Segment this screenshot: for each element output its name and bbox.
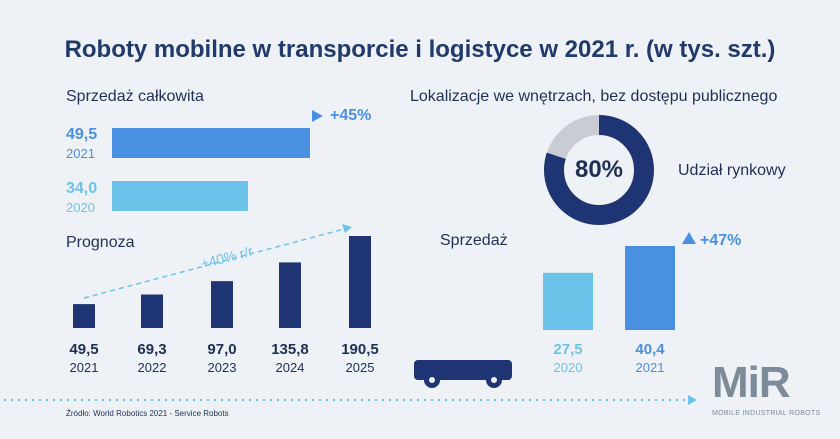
total-sales-value-2021: 49,5 [66,126,98,143]
forecast-value-2023: 97,0 [207,341,236,358]
total-sales-growth: +45% [330,107,372,124]
page-title: Roboty mobilne w transporcie i logistyce… [64,36,776,63]
forecast-value-2025: 190,5 [341,341,379,358]
mir-logo: MiR [712,358,791,407]
indoor-value-2021: 40,4 [635,341,665,358]
total-sales-bar-2020 [112,181,248,211]
indoor-bar-2020 [543,272,593,330]
total-sales-year-2021: 2021 [66,146,95,161]
indoor-year-2020: 2020 [554,360,583,375]
trend-line [83,227,349,299]
forecast-year-2023: 2023 [208,360,237,375]
forecast-heading: Prognoza [66,234,135,251]
indoor-value-2020: 27,5 [553,341,582,358]
indoor-bar-2021 [625,246,675,330]
forecast-value-2022: 69,3 [137,341,166,358]
forecast-value-2021: 49,5 [69,341,98,358]
indoor-sales-growth: +47% [700,232,742,249]
forecast-year-2021: 2021 [70,360,99,375]
market-share-value: 80% [574,156,624,183]
total-sales-value-2020: 34,0 [66,180,98,197]
donut-share-arc [544,115,654,225]
mir-logo-subtitle: MOBILE INDUSTRIAL ROBOTS [712,410,821,417]
market-share-label: Udział rynkowy [678,162,786,179]
source-note: Źródło: World Robotics 2021 - Service Ro… [66,409,229,418]
forecast-value-2024: 135,8 [271,341,309,358]
indoor-year-2021: 2021 [636,360,665,375]
forecast-year-2025: 2025 [346,360,375,375]
indoor-heading: Lokalizacje we wnętrzach, bez dostępu pu… [410,88,778,105]
forecast-bar-2022 [141,294,163,328]
forecast-year-2024: 2024 [276,360,305,375]
forecast-bar-2024 [279,262,301,328]
total-sales-bar-2021 [112,128,310,158]
growth-arrow-icon [312,110,323,122]
forecast-bar-2023 [211,281,233,328]
dotted-timeline [4,395,697,405]
forecast-bar-2021 [73,304,95,328]
forecast-year-2022: 2022 [138,360,167,375]
mobile-robot-icon [414,360,512,388]
growth-arrow-icon [682,232,696,244]
forecast-bar-2025 [349,236,371,328]
trend-arrow-icon [342,224,352,233]
total-sales-heading: Sprzedaż całkowita [66,88,204,105]
total-sales-year-2020: 2020 [66,200,95,215]
indoor-sales-heading: Sprzedaż [440,232,508,249]
